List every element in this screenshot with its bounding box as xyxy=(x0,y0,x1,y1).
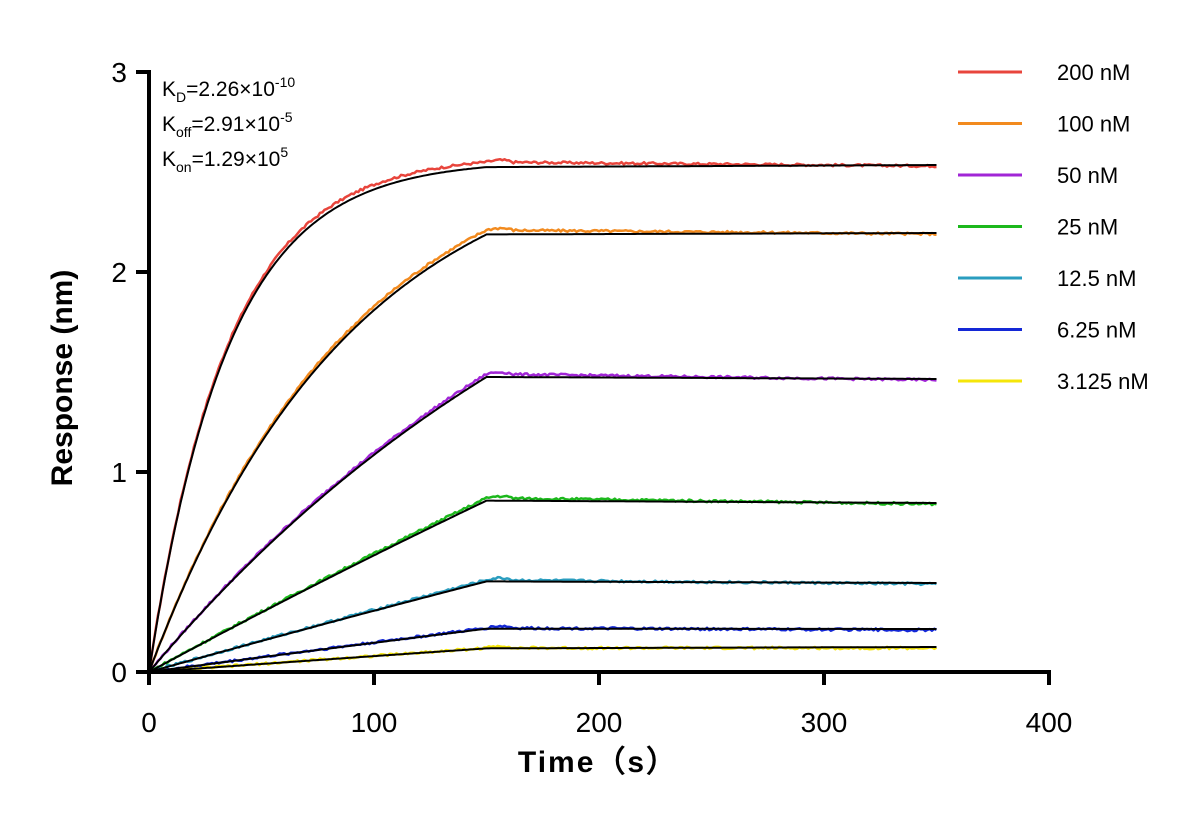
x-axis: 0 100 200 300 400 xyxy=(141,670,1073,738)
fit-line-50-nM xyxy=(148,376,937,673)
koff-annotation: Koff=2.91×10-5 xyxy=(162,109,293,140)
plot-area xyxy=(147,157,938,674)
x-tick-label: 100 xyxy=(351,707,398,738)
legend-label: 3.125 nM xyxy=(1057,369,1149,394)
x-axis-title: Time（s） xyxy=(518,745,678,779)
legend-label: 12.5 nM xyxy=(1057,266,1137,291)
fit-line-100-nM xyxy=(148,232,937,673)
legend-label: 6.25 nM xyxy=(1057,318,1137,343)
legend-label: 100 nM xyxy=(1057,112,1130,137)
y-axis-title: Response (nm) xyxy=(46,270,79,487)
kinetic-annotations: KD=2.26×10-10 Koff=2.91×10-5 Kon=1.29×10… xyxy=(162,74,295,175)
x-tick-label: 300 xyxy=(801,707,848,738)
x-tick-label: 400 xyxy=(1026,707,1073,738)
y-tick-label: 0 xyxy=(111,657,127,688)
fit-line-200-nM xyxy=(148,164,937,673)
fit-line-3-125-nM xyxy=(148,646,937,673)
series-line-50-nM xyxy=(148,371,937,673)
series-line-25-nM xyxy=(148,494,937,674)
kd-annotation: KD=2.26×10-10 xyxy=(162,74,295,105)
kon-annotation: Kon=1.29×105 xyxy=(162,144,288,175)
series-line-100-nM xyxy=(147,226,937,673)
fit-line-12-5-nM xyxy=(148,580,937,673)
y-tick-label: 1 xyxy=(111,457,127,488)
y-tick-label: 2 xyxy=(111,257,127,288)
y-axis: 0 1 2 3 xyxy=(111,57,151,688)
fit-line-6-25-nM xyxy=(148,627,937,673)
y-tick-label: 3 xyxy=(111,57,127,88)
series-line-3-125-nM xyxy=(148,644,938,674)
legend-label: 25 nM xyxy=(1057,215,1118,240)
x-tick-label: 0 xyxy=(141,707,157,738)
series-line-12-5-nM xyxy=(148,575,937,674)
legend: 200 nM 100 nM 50 nM 25 nM 12.5 nM 6.25 nM 3.12… xyxy=(958,60,1149,394)
x-tick-label: 200 xyxy=(576,707,623,738)
fit-line-25-nM xyxy=(148,499,937,673)
series-line-200-nM xyxy=(147,157,937,673)
legend-label: 50 nM xyxy=(1057,163,1118,188)
legend-label: 200 nM xyxy=(1057,60,1130,85)
